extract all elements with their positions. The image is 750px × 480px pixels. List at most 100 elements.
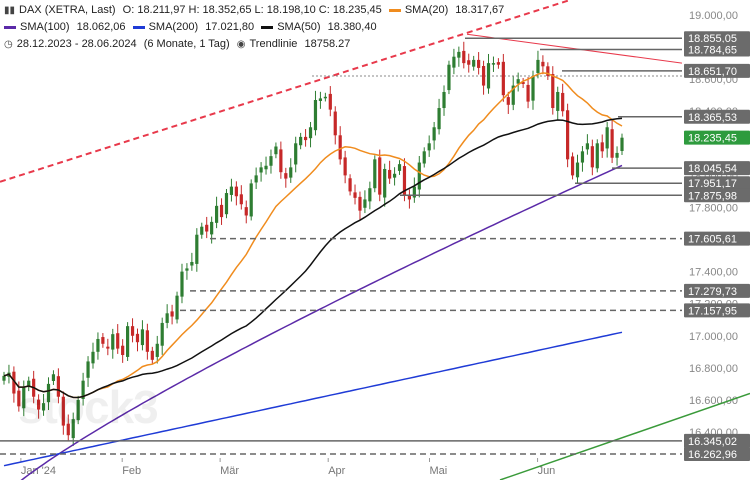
candle-body bbox=[170, 311, 174, 317]
candle-body bbox=[595, 143, 599, 169]
candle-body bbox=[160, 322, 164, 346]
candle-body bbox=[561, 92, 565, 112]
candle-body bbox=[442, 91, 446, 109]
candle-body bbox=[467, 60, 471, 65]
x-tick-label: Jun bbox=[538, 465, 556, 477]
sma50-swatch bbox=[261, 25, 274, 29]
candle-body bbox=[279, 149, 283, 173]
level-label: 17.875,98 bbox=[688, 190, 737, 202]
candle-body bbox=[200, 226, 204, 235]
candle-body bbox=[511, 85, 515, 105]
candle-body bbox=[71, 419, 75, 439]
candle-body bbox=[76, 399, 80, 421]
sma100-line bbox=[20, 164, 623, 480]
candle-body bbox=[556, 91, 560, 111]
candle-body bbox=[195, 234, 199, 264]
level-label-bg bbox=[684, 161, 750, 176]
level-label: 18.784,65 bbox=[688, 45, 737, 57]
candle-body bbox=[264, 165, 268, 170]
period: (6 Monate, 1 Tag) bbox=[143, 38, 230, 50]
candle-body bbox=[580, 151, 585, 163]
y-tick-label: 19.000,00 bbox=[689, 10, 738, 22]
candle-body bbox=[407, 194, 412, 200]
candle-body bbox=[249, 183, 253, 217]
level-label-bg bbox=[684, 63, 750, 78]
level-label-bg bbox=[684, 446, 750, 461]
candle-body bbox=[575, 162, 580, 178]
candle-body bbox=[521, 82, 525, 84]
sma20-line bbox=[3, 72, 623, 399]
y-tick-label: 16.600,00 bbox=[689, 395, 738, 407]
candle-body bbox=[605, 127, 609, 149]
sma20-value: 18.317,67 bbox=[455, 4, 505, 16]
sma200-label: SMA(200) bbox=[148, 21, 199, 33]
candle-body bbox=[91, 351, 95, 364]
candle-body bbox=[397, 164, 402, 171]
candle-body bbox=[224, 193, 229, 215]
candle-body bbox=[269, 156, 273, 166]
candle-body bbox=[41, 403, 46, 411]
trendline-label: Trendlinie bbox=[249, 38, 298, 50]
level-label-bg bbox=[684, 42, 750, 57]
candle-body bbox=[496, 62, 500, 65]
candle-body bbox=[486, 63, 491, 89]
candle-body bbox=[234, 186, 238, 197]
candle-body bbox=[343, 157, 347, 176]
candle-body bbox=[274, 146, 278, 155]
candle-body bbox=[590, 146, 594, 168]
candle-body bbox=[140, 329, 145, 346]
level-label-bg bbox=[684, 433, 750, 448]
candle-body bbox=[180, 271, 184, 297]
candle-body bbox=[284, 173, 288, 179]
legend-line-2: SMA(100) 18.062,06 SMA(200) 17.021,80 SM… bbox=[4, 21, 381, 33]
candle-body bbox=[126, 326, 130, 357]
sma200-value: 17.021,80 bbox=[205, 21, 255, 33]
level-label: 17.605,61 bbox=[688, 234, 737, 246]
date-range: 28.12.2023 - 28.06.2024 bbox=[16, 38, 137, 50]
candle-body bbox=[338, 135, 342, 160]
candle-body bbox=[437, 108, 441, 130]
candle-body bbox=[259, 167, 263, 173]
trendline-icon: ◉ bbox=[236, 39, 246, 50]
y-tick-label: 17.400,00 bbox=[689, 267, 738, 279]
candle-body bbox=[150, 350, 154, 360]
candle-body bbox=[526, 84, 530, 102]
trendline-value: 18758.27 bbox=[304, 38, 351, 50]
candle-body bbox=[175, 295, 179, 320]
candle-body bbox=[585, 143, 589, 150]
level-label: 17.157,95 bbox=[688, 305, 737, 317]
candle-body bbox=[239, 194, 243, 205]
candle-body bbox=[37, 399, 41, 410]
candle-body bbox=[165, 313, 169, 323]
candle-body bbox=[145, 330, 149, 352]
candle-body bbox=[501, 61, 505, 96]
candle-body bbox=[205, 224, 209, 232]
candle-body bbox=[373, 159, 377, 189]
legend-line-1: ▮▮ DAX (XETRA, Last) O: 18.211,97 H: 18.3… bbox=[4, 4, 508, 16]
candle-body bbox=[56, 376, 60, 397]
candle-body bbox=[417, 162, 421, 190]
sma200-swatch bbox=[132, 25, 145, 29]
candle-body bbox=[303, 136, 308, 141]
candle-body bbox=[323, 96, 327, 99]
level-label: 17.279,73 bbox=[688, 286, 737, 298]
candle-body bbox=[383, 168, 387, 198]
candle-body bbox=[566, 110, 570, 160]
x-tick-label: Apr bbox=[328, 465, 345, 477]
candle-body bbox=[368, 188, 372, 202]
candle-body bbox=[392, 173, 397, 178]
candle-body bbox=[244, 207, 248, 216]
candle-body bbox=[86, 361, 90, 378]
level-label-bg bbox=[684, 176, 750, 191]
candle-body bbox=[111, 334, 115, 350]
sma20-label: SMA(20) bbox=[404, 4, 449, 16]
candle-body bbox=[66, 423, 70, 436]
candle-body bbox=[313, 100, 318, 131]
candle-body bbox=[155, 343, 159, 357]
sma50-line bbox=[3, 117, 623, 399]
y-tick-label: 17.000,00 bbox=[689, 331, 738, 343]
candle-body bbox=[358, 196, 362, 211]
candle-body bbox=[457, 51, 461, 58]
candle-body bbox=[541, 61, 545, 67]
